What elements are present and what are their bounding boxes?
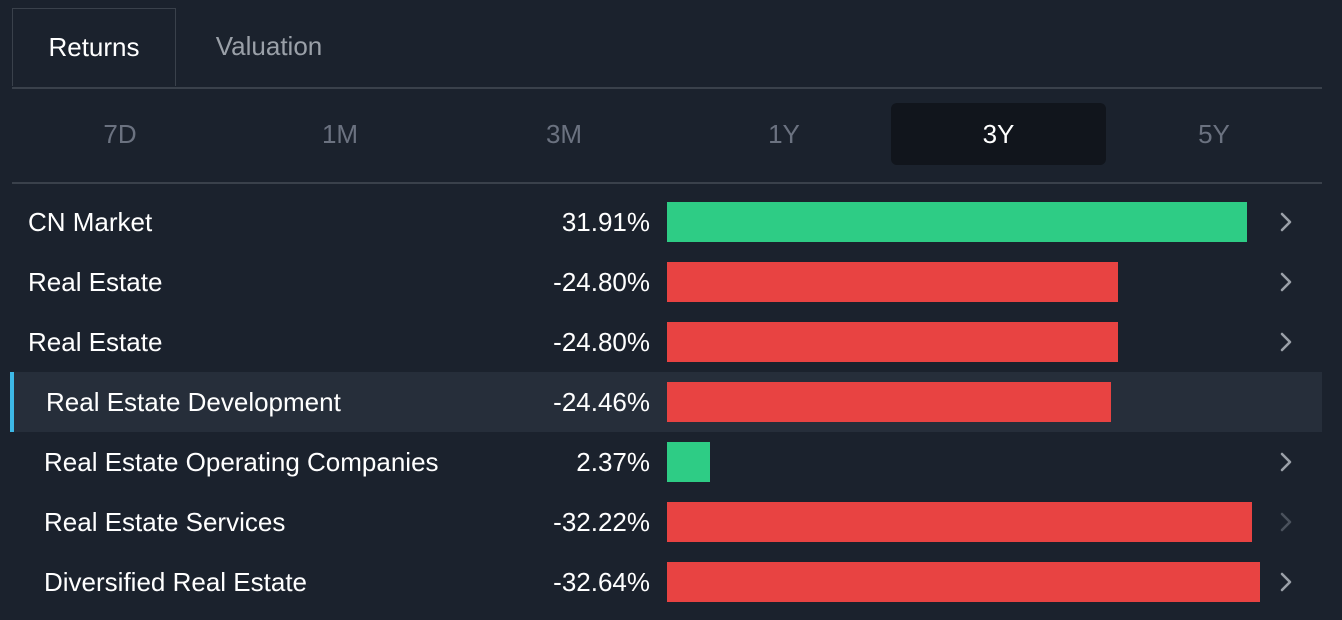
row-label: Real Estate	[28, 326, 163, 357]
table-row[interactable]: Real Estate -24.80%	[12, 312, 1322, 372]
tab-valuation[interactable]: Valuation	[215, 31, 323, 61]
chevron-right-icon[interactable]	[1274, 492, 1298, 552]
row-value: -32.22%	[553, 506, 650, 537]
table-row[interactable]: CN Market 31.91%	[12, 192, 1322, 252]
row-value: -24.80%	[553, 326, 650, 357]
return-bar-negative	[667, 322, 1118, 362]
period-5y[interactable]: 5Y	[1198, 118, 1230, 149]
row-value: -24.46%	[553, 386, 650, 417]
table-row[interactable]: Diversified Real Estate -32.64%	[12, 552, 1322, 612]
period-7d[interactable]: 7D	[103, 118, 137, 149]
period-3y[interactable]: 3Y	[891, 103, 1106, 165]
chevron-right-icon[interactable]	[1274, 252, 1298, 312]
row-value: -32.64%	[553, 566, 650, 597]
tab-bar: Returns Valuation	[12, 8, 1322, 89]
return-bar-negative	[667, 382, 1112, 422]
table-row[interactable]: Real Estate -24.80%	[12, 252, 1322, 312]
divider	[12, 182, 1322, 184]
row-value: -24.80%	[553, 266, 650, 297]
chevron-right-icon[interactable]	[1274, 552, 1298, 612]
row-label: Real Estate Services	[44, 506, 286, 537]
table-row[interactable]: Real Estate Operating Companies 2.37%	[12, 432, 1322, 492]
chevron-right-icon[interactable]	[1274, 312, 1298, 372]
row-label: Real Estate Operating Companies	[44, 446, 439, 477]
period-selector: 7D 1M 3M 1Y 3Y 5Y	[12, 103, 1322, 165]
row-label: CN Market	[28, 206, 153, 237]
row-label: Real Estate Development	[46, 386, 341, 417]
return-bar-negative	[667, 262, 1118, 302]
return-bar-positive	[667, 202, 1247, 242]
period-3m[interactable]: 3M	[545, 118, 583, 149]
period-1m[interactable]: 1M	[321, 118, 359, 149]
table-row[interactable]: Real Estate Services -32.22%	[12, 492, 1322, 552]
row-value: 31.91%	[561, 206, 650, 237]
tab-returns[interactable]: Returns	[12, 8, 176, 86]
return-bar-negative	[667, 562, 1260, 602]
return-bar-negative	[667, 502, 1253, 542]
table-row[interactable]: Real Estate Development -24.46%	[10, 372, 1322, 432]
chevron-right-icon[interactable]	[1274, 192, 1298, 252]
period-1y[interactable]: 1Y	[768, 118, 800, 149]
row-label: Diversified Real Estate	[44, 566, 307, 597]
return-bar-positive	[667, 442, 711, 482]
chevron-right-icon[interactable]	[1274, 432, 1298, 492]
row-value: 2.37%	[576, 446, 650, 477]
row-label: Real Estate	[28, 266, 163, 297]
